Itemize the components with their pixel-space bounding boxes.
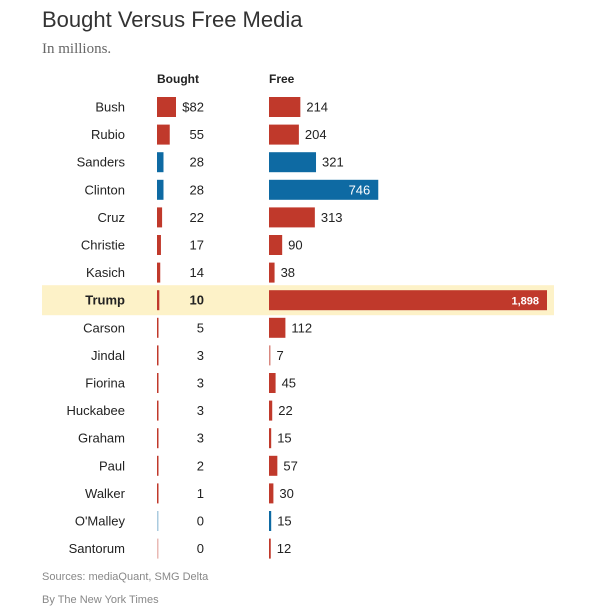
chart-subtitle: In millions. xyxy=(42,41,112,57)
chart-title: Bought Versus Free Media xyxy=(42,7,303,32)
free-column-header: Free xyxy=(269,72,295,86)
bought-bar-paul xyxy=(157,455,159,476)
bought-bar-santorum xyxy=(157,538,159,559)
bought-bar-rubio xyxy=(157,124,170,145)
bought-bar-kasich xyxy=(157,262,161,283)
bought-value-label-clinton: 28 xyxy=(190,182,204,197)
credit-line: By The New York Times xyxy=(42,594,159,606)
bought-value-label-jindal: 3 xyxy=(197,348,204,363)
bought-value-label-huckabee: 3 xyxy=(197,403,204,418)
candidate-name-huckabee: Huckabee xyxy=(66,403,125,418)
free-value-label-cruz: 313 xyxy=(321,210,343,225)
bought-value-label-trump: 10 xyxy=(190,293,204,308)
bought-value-label-christie: 17 xyxy=(190,238,204,253)
bought-column-header: Bought xyxy=(157,72,199,86)
candidate-name-omalley: O'Malley xyxy=(75,514,126,529)
free-bar-paul xyxy=(269,455,278,476)
bought-bar-walker xyxy=(157,483,159,504)
free-value-label-sanders: 321 xyxy=(322,155,344,170)
free-bar-graham xyxy=(269,428,272,449)
candidate-name-walker: Walker xyxy=(85,486,126,501)
free-bar-rubio xyxy=(269,124,299,145)
bought-value-label-paul: 2 xyxy=(197,458,204,473)
bought-bar-omalley xyxy=(157,511,159,531)
candidate-name-clinton: Clinton xyxy=(85,182,125,197)
candidate-name-fiorina: Fiorina xyxy=(85,376,126,391)
free-bar-cruz xyxy=(269,207,315,228)
bought-bar-cruz xyxy=(157,207,163,228)
bought-bar-huckabee xyxy=(157,400,159,421)
candidate-name-graham: Graham xyxy=(78,431,125,446)
bought-value-label-sanders: 28 xyxy=(190,155,204,170)
bought-value-label-walker: 1 xyxy=(197,486,204,501)
bought-value-label-fiorina: 3 xyxy=(197,376,204,391)
candidate-name-santorum: Santorum xyxy=(69,541,125,556)
free-bar-omalley xyxy=(269,511,272,531)
bought-value-label-cruz: 22 xyxy=(190,210,204,225)
candidate-name-jindal: Jindal xyxy=(91,348,125,363)
candidate-name-carson: Carson xyxy=(83,320,125,335)
free-bar-clinton xyxy=(269,179,379,200)
bought-bar-jindal xyxy=(157,345,159,366)
free-bar-trump xyxy=(269,290,547,311)
free-value-label-paul: 57 xyxy=(283,458,297,473)
bought-value-label-rubio: 55 xyxy=(190,127,204,142)
candidate-name-paul: Paul xyxy=(99,458,125,473)
free-bar-fiorina xyxy=(269,373,276,393)
free-value-label-rubio: 204 xyxy=(305,127,327,142)
free-value-label-santorum: 12 xyxy=(277,541,291,556)
free-value-label-jindal: 7 xyxy=(277,348,284,363)
free-bar-santorum xyxy=(269,538,271,559)
candidate-name-christie: Christie xyxy=(81,238,125,253)
bought-value-label-bush: $82 xyxy=(182,100,204,115)
bought-bar-trump xyxy=(157,290,160,311)
free-value-label-christie: 90 xyxy=(288,238,302,253)
free-bar-christie xyxy=(269,235,283,255)
free-value-label-clinton: 746 xyxy=(349,182,371,197)
free-value-label-graham: 15 xyxy=(277,431,291,446)
bought-bar-christie xyxy=(157,235,161,255)
bought-value-label-graham: 3 xyxy=(197,431,204,446)
bought-bar-graham xyxy=(157,428,159,449)
bought-value-label-omalley: 0 xyxy=(197,514,204,529)
free-bar-sanders xyxy=(269,152,317,173)
free-value-label-huckabee: 22 xyxy=(278,403,292,418)
free-value-label-trump: 1,898 xyxy=(511,296,539,308)
free-value-label-walker: 30 xyxy=(279,486,293,501)
source-note: Sources: mediaQuant, SMG Delta xyxy=(42,571,209,583)
bought-bar-bush xyxy=(157,97,176,117)
bought-value-label-santorum: 0 xyxy=(197,541,204,556)
candidate-name-kasich: Kasich xyxy=(86,265,125,280)
bought-bar-carson xyxy=(157,317,159,338)
bought-value-label-carson: 5 xyxy=(197,320,204,335)
free-bar-carson xyxy=(269,317,286,338)
bought-bar-fiorina xyxy=(157,373,159,393)
free-bar-jindal xyxy=(269,345,271,366)
free-bar-kasich xyxy=(269,262,275,283)
free-value-label-kasich: 38 xyxy=(281,265,295,280)
candidate-name-rubio: Rubio xyxy=(91,127,125,142)
free-value-label-omalley: 15 xyxy=(277,514,291,529)
bought-bar-sanders xyxy=(157,152,164,173)
candidate-name-cruz: Cruz xyxy=(98,210,125,225)
free-value-label-fiorina: 45 xyxy=(282,376,296,391)
free-bar-walker xyxy=(269,483,274,504)
bought-value-label-kasich: 14 xyxy=(190,265,204,280)
free-value-label-bush: 214 xyxy=(306,100,328,115)
candidate-name-bush: Bush xyxy=(95,100,125,115)
candidate-name-trump: Trump xyxy=(85,293,125,308)
bought-bar-clinton xyxy=(157,179,164,200)
free-bar-huckabee xyxy=(269,400,273,421)
candidate-name-sanders: Sanders xyxy=(77,155,126,170)
free-bar-bush xyxy=(269,97,301,117)
free-value-label-carson: 112 xyxy=(291,320,312,335)
